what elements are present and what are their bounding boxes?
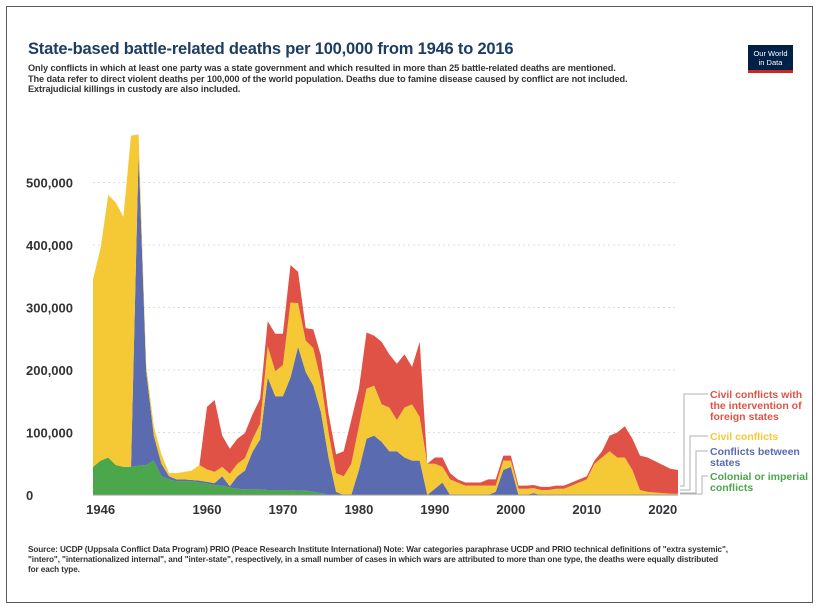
legend-connector [680,435,708,491]
chart-subtitle: Only conflicts in which at least one par… [28,63,718,95]
legend-connector [680,393,708,487]
chart-title: State-based battle-related deaths per 10… [28,40,514,58]
y-tick-label: 500,000 [26,176,73,191]
source-line: for each type. [28,565,80,574]
area-civil [93,134,678,495]
legend-label-internationalized: the intervention of [710,400,802,412]
legend-label-colonial: conflicts [710,482,753,494]
x-tick-label: 1980 [344,502,373,517]
subtitle-line: Extrajudicial killings in custody are al… [28,84,241,95]
x-tick-label: 1946 [86,502,115,517]
legend-connector [680,475,708,495]
x-tick-label: 1990 [420,502,449,517]
y-tick-label: 100,000 [26,426,73,441]
legend-label-internationalized: Civil conflicts with [710,389,802,401]
logo-line: in Data [758,58,783,67]
x-tick-label: 1960 [193,502,222,517]
owid-logo[interactable]: Our World in Data [748,45,793,73]
subtitle-line: The data refer to direct violent deaths … [28,73,628,84]
legend-label-interstate: states [710,457,741,469]
source-line: "intero", "internationalized internal", … [28,555,719,564]
area-colonial [93,457,678,495]
y-tick-label: 0 [26,488,33,503]
y-tick-label: 200,000 [26,363,73,378]
x-tick-label: 2020 [648,502,677,517]
y-tick-label: 300,000 [26,301,73,316]
x-tick-label: 2000 [496,502,525,517]
logo-line: Our World [753,49,788,58]
legend-label-colonial: Colonial or imperial [710,471,808,483]
area-interstate [93,153,678,495]
legend-label-civil: Civil conflicts [710,431,778,443]
legend-label-internationalized: foreign states [710,411,779,423]
legend-connector [680,450,708,494]
x-tick-label: 2010 [572,502,601,517]
subtitle-line: Only conflicts in which at least one par… [28,63,616,73]
source-line: Source: UCDP (Uppsala Conflict Data Prog… [28,545,728,554]
stacked-area-chart: 0 100,000 200,000 300,000 400,000 500,000 1946… [26,134,808,517]
legend-label-interstate: Conflicts between [710,446,800,458]
x-tick-label: 1970 [268,502,297,517]
source-note: Source: UCDP (Uppsala Conflict Data Prog… [28,545,798,575]
y-tick-label: 400,000 [26,238,73,253]
